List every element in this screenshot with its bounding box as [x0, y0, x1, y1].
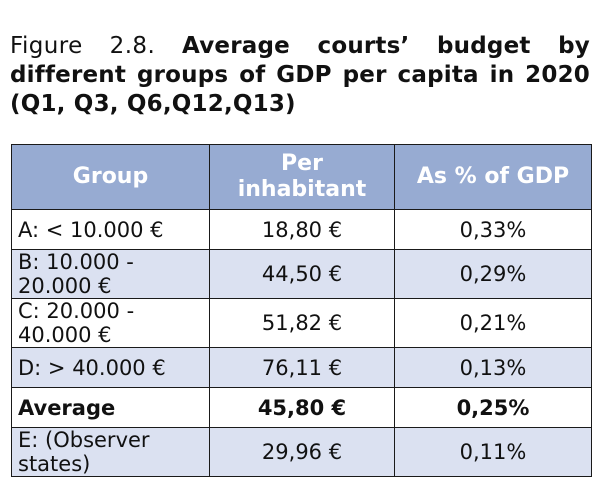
figure-label: Figure 2.8. — [10, 33, 156, 59]
table-row-average: Average 45,80 € 0,25% — [11, 387, 592, 428]
budget-table: Group Per inhabitant As % of GDP A: < 10… — [11, 144, 592, 477]
row-group: Average — [11, 387, 210, 428]
figure-title: Average courts’ budget by different grou… — [10, 33, 590, 117]
header-group: Group — [11, 144, 210, 210]
row-per-inhabitant: 44,50 € — [209, 249, 395, 299]
row-group: D: > 40.000 € — [11, 347, 210, 388]
row-pct-gdp: 0,25% — [394, 387, 592, 428]
row-group: E: (Observer states) — [11, 427, 210, 477]
figure-caption: Figure 2.8. Average courts’ budget by di… — [10, 32, 590, 119]
row-pct-gdp: 0,29% — [394, 249, 592, 299]
table-row: D: > 40.000 € 76,11 € 0,13% — [11, 347, 592, 388]
row-per-inhabitant: 45,80 € — [209, 387, 395, 428]
table-row: E: (Observer states) 29,96 € 0,11% — [11, 427, 592, 477]
row-pct-gdp: 0,33% — [394, 209, 592, 250]
row-group: C: 20.000 - 40.000 € — [11, 298, 210, 348]
row-per-inhabitant: 18,80 € — [209, 209, 395, 250]
row-pct-gdp: 0,13% — [394, 347, 592, 388]
header-pct-gdp: As % of GDP — [394, 144, 592, 210]
table-header-row: Group Per inhabitant As % of GDP — [11, 144, 592, 210]
row-group: A: < 10.000 € — [11, 209, 210, 250]
row-per-inhabitant: 51,82 € — [209, 298, 395, 348]
row-pct-gdp: 0,21% — [394, 298, 592, 348]
row-per-inhabitant: 29,96 € — [209, 427, 395, 477]
table-row: C: 20.000 - 40.000 € 51,82 € 0,21% — [11, 298, 592, 348]
row-pct-gdp: 0,11% — [394, 427, 592, 477]
table-row: B: 10.000 - 20.000 € 44,50 € 0,29% — [11, 249, 592, 299]
table-row: A: < 10.000 € 18,80 € 0,33% — [11, 209, 592, 250]
row-per-inhabitant: 76,11 € — [209, 347, 395, 388]
header-per-inhabitant: Per inhabitant — [209, 144, 395, 210]
row-group: B: 10.000 - 20.000 € — [11, 249, 210, 299]
